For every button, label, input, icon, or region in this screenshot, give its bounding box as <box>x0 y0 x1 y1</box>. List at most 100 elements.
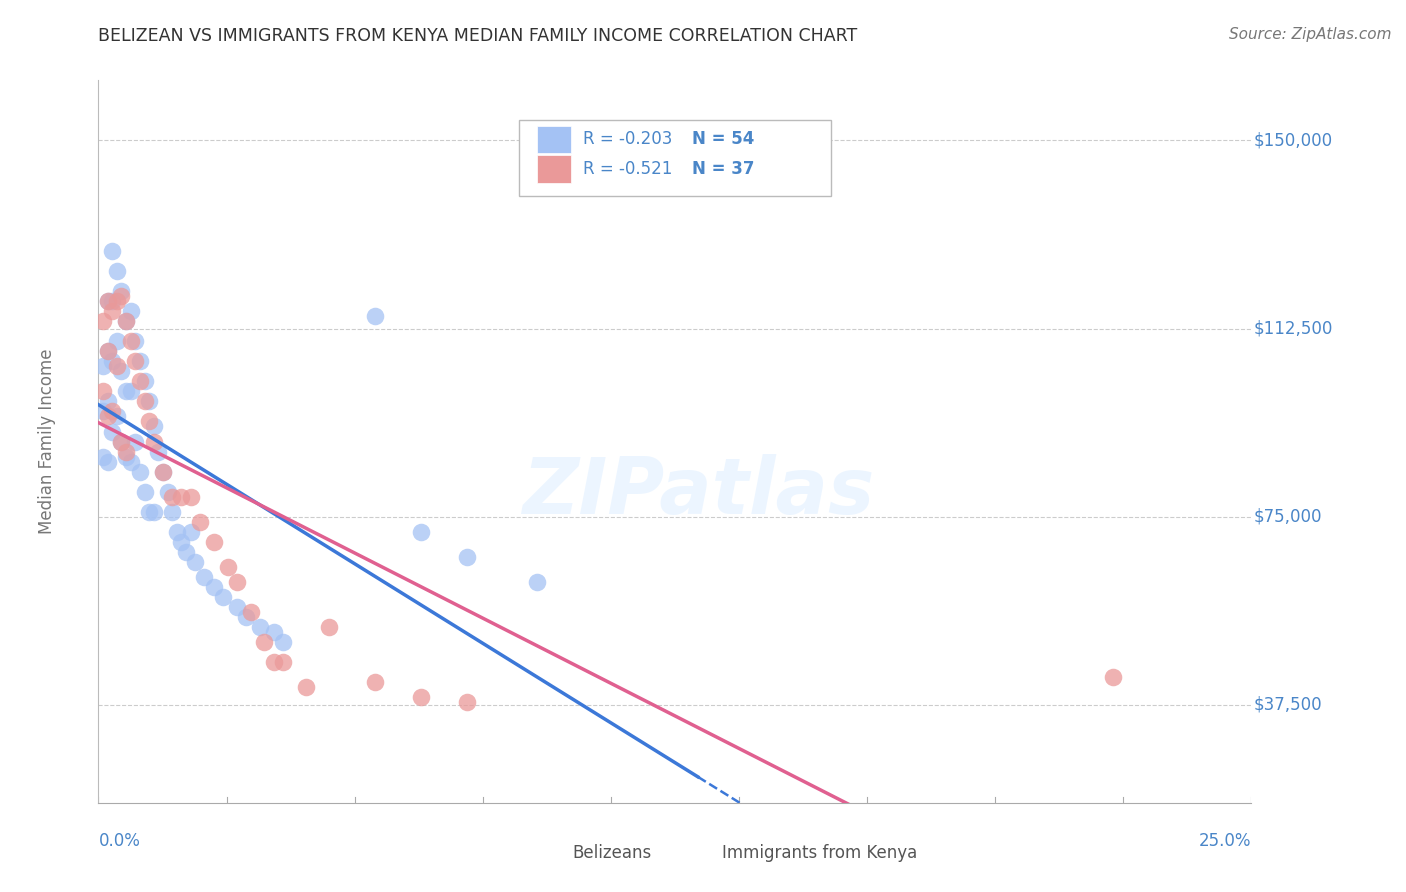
FancyBboxPatch shape <box>692 843 713 863</box>
Point <box>97 344 120 359</box>
FancyBboxPatch shape <box>519 120 831 196</box>
Point <box>202 534 225 549</box>
Point <box>105 359 128 374</box>
Point <box>138 505 160 519</box>
Point <box>295 681 318 695</box>
Point <box>134 374 156 388</box>
Text: $75,000: $75,000 <box>1254 508 1322 525</box>
Point <box>105 264 128 278</box>
Point <box>110 434 132 449</box>
Point <box>174 545 197 559</box>
Point <box>120 454 142 468</box>
Point <box>91 314 114 328</box>
Point <box>115 450 138 464</box>
Point <box>180 524 202 539</box>
Point <box>217 560 239 574</box>
Text: $37,500: $37,500 <box>1254 696 1322 714</box>
Point <box>364 675 387 690</box>
Point <box>188 515 211 529</box>
Text: Immigrants from Kenya: Immigrants from Kenya <box>723 844 917 862</box>
Point <box>91 404 114 418</box>
Point <box>110 364 132 378</box>
Point <box>110 289 132 303</box>
Point <box>129 465 152 479</box>
Point <box>160 490 183 504</box>
Point <box>101 244 124 258</box>
Point <box>134 394 156 409</box>
Point <box>166 524 188 539</box>
Point <box>97 293 120 308</box>
Point <box>91 384 114 399</box>
FancyBboxPatch shape <box>543 843 562 863</box>
Point <box>120 384 142 399</box>
Point <box>105 334 128 348</box>
Point <box>160 505 183 519</box>
Point <box>101 293 124 308</box>
Point <box>105 293 128 308</box>
Point <box>97 409 120 424</box>
Point <box>115 444 138 458</box>
Point <box>101 304 124 318</box>
Point <box>225 574 247 589</box>
Text: Belizeans: Belizeans <box>572 844 651 862</box>
Point <box>456 696 478 710</box>
Point <box>253 635 276 649</box>
Point <box>110 434 132 449</box>
Point <box>105 409 128 424</box>
Point <box>142 434 165 449</box>
Point <box>97 344 120 359</box>
Point <box>120 304 142 318</box>
Text: BELIZEAN VS IMMIGRANTS FROM KENYA MEDIAN FAMILY INCOME CORRELATION CHART: BELIZEAN VS IMMIGRANTS FROM KENYA MEDIAN… <box>98 27 858 45</box>
Point <box>129 354 152 368</box>
Point <box>148 444 170 458</box>
Point <box>235 610 257 624</box>
Point <box>180 490 202 504</box>
Text: Source: ZipAtlas.com: Source: ZipAtlas.com <box>1229 27 1392 42</box>
Point <box>134 484 156 499</box>
Point <box>411 690 433 705</box>
Point <box>225 600 247 615</box>
Point <box>193 570 215 584</box>
Text: 0.0%: 0.0% <box>98 831 141 850</box>
Text: R = -0.521: R = -0.521 <box>582 160 672 178</box>
Point <box>120 334 142 348</box>
Point <box>110 284 132 298</box>
Point <box>239 605 262 619</box>
Point <box>138 394 160 409</box>
Point <box>101 354 124 368</box>
Point <box>115 384 138 399</box>
Point <box>202 580 225 594</box>
Point <box>156 484 179 499</box>
Point <box>526 574 548 589</box>
Text: ZIPatlas: ZIPatlas <box>522 454 875 530</box>
Point <box>97 394 120 409</box>
Point <box>91 450 114 464</box>
Point <box>142 419 165 434</box>
Point <box>184 555 207 569</box>
Text: 25.0%: 25.0% <box>1199 831 1251 850</box>
Text: Median Family Income: Median Family Income <box>38 349 56 534</box>
Text: R = -0.203: R = -0.203 <box>582 130 672 148</box>
Point <box>318 620 340 634</box>
Point <box>263 655 285 669</box>
Point <box>271 635 294 649</box>
Point <box>91 359 114 374</box>
FancyBboxPatch shape <box>537 155 571 183</box>
Point <box>124 434 146 449</box>
Point <box>115 314 138 328</box>
Text: $112,500: $112,500 <box>1254 319 1333 338</box>
Point <box>124 334 146 348</box>
FancyBboxPatch shape <box>537 126 571 153</box>
Point <box>411 524 433 539</box>
Point <box>170 490 193 504</box>
Text: N = 37: N = 37 <box>692 160 755 178</box>
Point <box>1102 670 1125 684</box>
Point <box>97 293 120 308</box>
Point <box>142 505 165 519</box>
Point <box>129 374 152 388</box>
Point <box>138 414 160 428</box>
Point <box>101 404 124 418</box>
Point <box>115 314 138 328</box>
Point <box>212 590 235 604</box>
Point <box>456 549 478 564</box>
